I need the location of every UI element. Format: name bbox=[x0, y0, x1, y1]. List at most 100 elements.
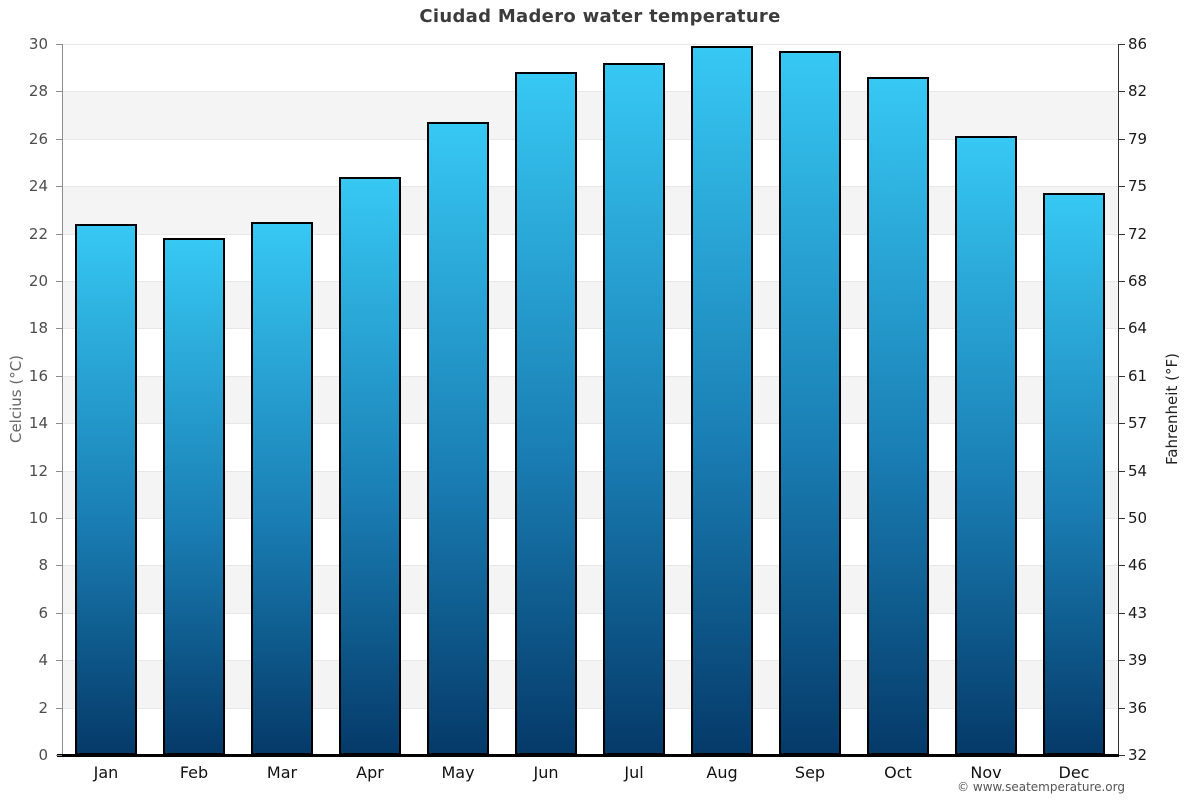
fahrenheit-axis-line bbox=[1118, 44, 1119, 755]
bar-aug[interactable] bbox=[691, 46, 753, 755]
bar-jul[interactable] bbox=[603, 62, 665, 755]
fahrenheit-tick-label: 54 bbox=[1128, 461, 1148, 480]
x-tick-label-may: May bbox=[441, 763, 475, 782]
bar-may[interactable] bbox=[427, 122, 489, 755]
bar-apr[interactable] bbox=[339, 176, 401, 755]
fahrenheit-tick-mark bbox=[1119, 707, 1125, 709]
fahrenheit-tick-label: 32 bbox=[1128, 746, 1148, 764]
x-tick-label-jan: Jan bbox=[93, 763, 119, 782]
celsius-tick-mark bbox=[56, 565, 62, 567]
grid-band bbox=[62, 138, 1118, 187]
grid-band bbox=[62, 91, 1118, 139]
grid-band bbox=[62, 660, 1118, 708]
celsius-tick-mark bbox=[56, 138, 62, 140]
fahrenheit-tick-label: 68 bbox=[1128, 272, 1148, 290]
fahrenheit-tick-label: 79 bbox=[1128, 129, 1148, 148]
x-tick-label-jun: Jun bbox=[533, 763, 559, 782]
celsius-tick-label: 0 bbox=[38, 746, 48, 764]
celsius-tick-label: 30 bbox=[28, 35, 48, 53]
fahrenheit-tick-mark bbox=[1119, 470, 1125, 472]
celsius-tick-label: 20 bbox=[28, 272, 48, 290]
fahrenheit-tick-mark bbox=[1119, 612, 1125, 614]
fahrenheit-tick-mark bbox=[1119, 91, 1125, 93]
celsius-tick-label: 2 bbox=[38, 698, 48, 717]
fahrenheit-tick-label: 86 bbox=[1128, 35, 1148, 53]
grid-band bbox=[62, 565, 1118, 613]
grid-band bbox=[62, 44, 1118, 92]
x-axis-line bbox=[57, 754, 1119, 757]
celsius-tick-mark bbox=[56, 186, 62, 188]
fahrenheit-tick-label: 57 bbox=[1128, 414, 1148, 433]
celsius-tick-mark bbox=[56, 707, 62, 709]
celsius-tick-label: 18 bbox=[28, 319, 48, 338]
celsius-tick-label: 16 bbox=[28, 366, 48, 385]
x-tick-label-jul: Jul bbox=[624, 763, 644, 782]
celsius-tick-mark bbox=[56, 755, 62, 756]
bar-sep[interactable] bbox=[779, 51, 841, 755]
fahrenheit-tick-label: 50 bbox=[1128, 509, 1148, 527]
fahrenheit-tick-mark bbox=[1119, 518, 1125, 519]
celsius-axis-line bbox=[62, 44, 63, 755]
celsius-tick-mark bbox=[56, 612, 62, 614]
celsius-tick-mark bbox=[56, 91, 62, 93]
fahrenheit-tick-mark bbox=[1119, 755, 1125, 756]
celsius-tick-label: 8 bbox=[38, 556, 48, 575]
grid-band bbox=[62, 423, 1118, 471]
fahrenheit-tick-label: 82 bbox=[1128, 82, 1148, 101]
celsius-tick-label: 6 bbox=[38, 603, 48, 622]
celsius-tick-label: 4 bbox=[38, 651, 48, 670]
bar-feb[interactable] bbox=[163, 238, 225, 755]
fahrenheit-tick-mark bbox=[1119, 186, 1125, 188]
x-tick-label-aug: Aug bbox=[706, 763, 738, 782]
celsius-tick-mark bbox=[56, 518, 62, 519]
bar-mar[interactable] bbox=[251, 221, 313, 755]
x-tick-label-sep: Sep bbox=[794, 763, 826, 782]
celsius-tick-label: 28 bbox=[28, 82, 48, 101]
fahrenheit-tick-mark bbox=[1119, 44, 1125, 45]
fahrenheit-tick-mark bbox=[1119, 423, 1125, 425]
x-tick-label-apr: Apr bbox=[356, 763, 384, 782]
grid-band bbox=[62, 375, 1118, 424]
grid-band bbox=[62, 470, 1118, 518]
chart-title: Ciudad Madero water temperature bbox=[419, 6, 781, 27]
x-tick-label-oct: Oct bbox=[884, 763, 912, 782]
celsius-tick-mark bbox=[56, 470, 62, 472]
fahrenheit-tick-mark bbox=[1119, 328, 1125, 330]
celsius-tick-mark bbox=[56, 44, 62, 45]
celsius-tick-label: 10 bbox=[28, 509, 48, 527]
grid-band bbox=[62, 281, 1118, 329]
fahrenheit-tick-mark bbox=[1119, 281, 1125, 282]
celsius-tick-mark bbox=[56, 281, 62, 282]
fahrenheit-tick-mark bbox=[1119, 233, 1125, 235]
grid-band bbox=[62, 707, 1118, 755]
x-tick-label-feb: Feb bbox=[179, 763, 209, 782]
fahrenheit-tick-label: 75 bbox=[1128, 177, 1148, 196]
fahrenheit-tick-label: 39 bbox=[1128, 651, 1148, 670]
grid-band bbox=[62, 518, 1118, 566]
x-tick-label-nov: Nov bbox=[970, 763, 1002, 782]
fahrenheit-tick-label: 72 bbox=[1128, 224, 1148, 243]
celsius-tick-mark bbox=[56, 375, 62, 377]
celsius-tick-mark bbox=[56, 423, 62, 425]
fahrenheit-tick-label: 36 bbox=[1128, 698, 1148, 717]
bar-dec[interactable] bbox=[1043, 193, 1105, 755]
fahrenheit-tick-mark bbox=[1119, 375, 1125, 377]
plot-area bbox=[62, 44, 1118, 755]
celsius-tick-label: 22 bbox=[28, 224, 48, 243]
fahrenheit-tick-label: 43 bbox=[1128, 603, 1148, 622]
copyright-watermark: © www.seatemperature.org bbox=[957, 780, 1125, 794]
celsius-tick-mark bbox=[56, 660, 62, 662]
bar-nov[interactable] bbox=[955, 136, 1017, 755]
celsius-tick-mark bbox=[56, 328, 62, 330]
bar-jun[interactable] bbox=[515, 72, 577, 755]
fahrenheit-tick-label: 64 bbox=[1128, 319, 1148, 338]
celsius-tick-label: 14 bbox=[28, 414, 48, 433]
bar-jan[interactable] bbox=[75, 224, 137, 755]
fahrenheit-tick-label: 61 bbox=[1128, 366, 1148, 385]
grid-band bbox=[62, 186, 1118, 234]
grid-band bbox=[62, 612, 1118, 661]
celsius-tick-label: 12 bbox=[28, 461, 48, 480]
grid-band bbox=[62, 233, 1118, 281]
bar-oct[interactable] bbox=[867, 77, 929, 755]
x-tick-label-dec: Dec bbox=[1058, 763, 1090, 782]
